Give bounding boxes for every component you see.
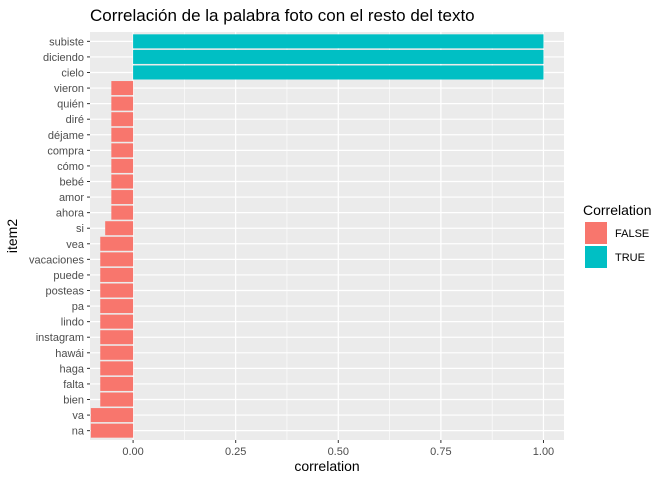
bar <box>111 205 134 220</box>
x-axis-label: correlation <box>294 458 359 474</box>
legend-key-false <box>585 222 607 244</box>
y-tick-label: ahora <box>56 208 85 220</box>
y-tick-label: compra <box>47 145 85 157</box>
bar <box>90 423 134 438</box>
y-tick-label: déjame <box>48 130 84 142</box>
bar <box>111 158 134 173</box>
y-tick-label: haga <box>60 363 85 375</box>
y-tick-label: posteas <box>45 286 84 298</box>
bar <box>100 314 134 329</box>
y-tick-label: bien <box>63 395 84 407</box>
y-tick-label: vieron <box>54 83 84 95</box>
bar <box>100 392 134 407</box>
legend-title: Correlation <box>583 202 651 218</box>
y-tick-label: cómo <box>57 161 84 173</box>
y-axis-label: item2 <box>4 219 20 253</box>
bar <box>133 34 544 49</box>
bar <box>111 127 134 142</box>
y-tick-label: lindo <box>61 317 84 329</box>
bar <box>100 376 134 391</box>
bar <box>133 65 544 80</box>
x-tick-labels: 0.00 0.25 0.50 0.75 1.00 <box>122 440 554 458</box>
y-tick-label: va <box>72 410 85 422</box>
y-tick-label: diré <box>66 114 84 126</box>
x-tick-label: 0.75 <box>430 446 451 458</box>
y-tick-label: vea <box>66 239 85 251</box>
bar <box>100 330 134 345</box>
chart-title: Correlación de la palabra foto con el re… <box>90 6 475 25</box>
x-tick-label: 0.00 <box>122 446 143 458</box>
y-tick-label: vacaciones <box>29 254 85 266</box>
bar <box>100 236 134 251</box>
y-tick-label: cielo <box>61 67 84 79</box>
x-tick-label: 0.25 <box>225 446 246 458</box>
bar <box>111 143 134 158</box>
bar <box>100 267 134 282</box>
x-tick-label: 0.50 <box>328 446 349 458</box>
bar <box>100 252 134 267</box>
legend-label-false: FALSE <box>615 228 649 240</box>
y-tick-label: si <box>76 223 84 235</box>
legend-key-true <box>585 246 607 268</box>
bar <box>111 174 134 189</box>
legend: Correlation FALSE TRUE <box>583 202 651 268</box>
bar <box>111 112 134 127</box>
y-tick-label: bebé <box>60 176 84 188</box>
y-tick-label: na <box>72 426 85 438</box>
bar <box>111 190 134 205</box>
bar <box>133 49 544 64</box>
y-tick-label: falta <box>63 379 85 391</box>
y-tick-label: quién <box>57 99 84 111</box>
y-tick-label: amor <box>59 192 84 204</box>
x-tick-label: 1.00 <box>533 446 554 458</box>
y-tick-label: diciendo <box>43 52 84 64</box>
bar <box>111 81 134 96</box>
bar <box>90 408 134 423</box>
bars <box>90 34 544 438</box>
y-tick-label: instagram <box>36 332 84 344</box>
bar <box>105 221 134 236</box>
bar <box>100 299 134 314</box>
y-tick-label: pa <box>72 301 85 313</box>
bar <box>100 345 134 360</box>
bar <box>111 96 134 111</box>
bar <box>100 283 134 298</box>
legend-label-true: TRUE <box>615 252 645 264</box>
y-tick-label: hawái <box>55 348 84 360</box>
y-tick-labels: subiste diciendo cielo vieron quién diré déjam… <box>29 36 90 438</box>
bar <box>100 361 134 376</box>
plot-panel <box>90 32 564 440</box>
y-tick-label: subiste <box>49 36 84 48</box>
y-tick-label: puede <box>53 270 84 282</box>
